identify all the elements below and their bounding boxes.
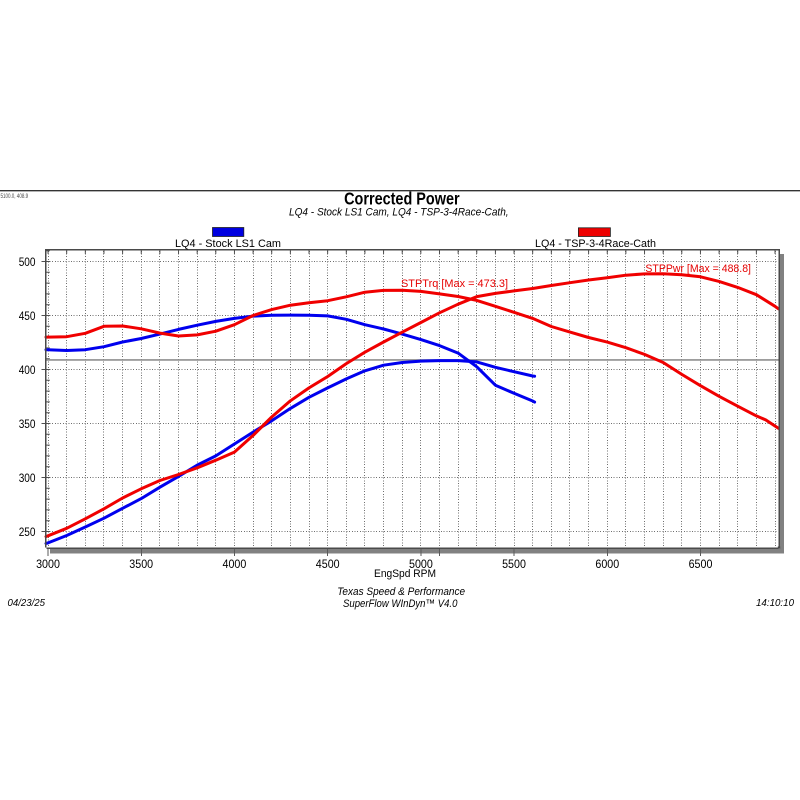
svg-text:Texas Speed & Performance: Texas Speed & Performance <box>337 586 465 598</box>
svg-text:5000: 5000 <box>409 557 433 571</box>
svg-text:500: 500 <box>19 255 36 269</box>
svg-text:350: 350 <box>19 417 36 431</box>
svg-text:4500: 4500 <box>316 557 340 571</box>
svg-text:300: 300 <box>19 471 36 485</box>
svg-text:LQ4 - Stock LS1 Cam, LQ4 - TSP: LQ4 - Stock LS1 Cam, LQ4 - TSP-3-4Race-C… <box>289 206 509 218</box>
svg-text:LQ4 - Stock LS1 Cam: LQ4 - Stock LS1 Cam <box>175 238 281 250</box>
svg-text:LQ4 - TSP-3-4Race-Cath: LQ4 - TSP-3-4Race-Cath <box>535 238 656 250</box>
svg-text:STPPwr [Max = 488.8]: STPPwr [Max = 488.8] <box>645 263 751 275</box>
svg-text:3000: 3000 <box>36 557 60 571</box>
svg-text:EngSpd RPM: EngSpd RPM <box>374 568 436 580</box>
svg-text:450: 450 <box>19 309 36 323</box>
svg-text:4000: 4000 <box>223 557 247 571</box>
svg-text:Corrected Power: Corrected Power <box>344 188 460 208</box>
svg-text:6000: 6000 <box>595 557 619 571</box>
svg-text:3500: 3500 <box>129 557 153 571</box>
svg-text:6500: 6500 <box>689 557 713 571</box>
svg-text:04/23/25: 04/23/25 <box>8 598 46 609</box>
svg-text:SuperFlow WInDyn™ V4.0: SuperFlow WInDyn™ V4.0 <box>343 598 457 610</box>
svg-text:14:10:10: 14:10:10 <box>756 598 794 609</box>
svg-text:5500: 5500 <box>502 557 526 571</box>
svg-text:400: 400 <box>19 363 36 377</box>
svg-text:5100.0, 408.9: 5100.0, 408.9 <box>1 193 29 200</box>
svg-text:STPTrq [Max = 473.3]: STPTrq [Max = 473.3] <box>401 278 508 290</box>
svg-text:250: 250 <box>19 525 36 539</box>
